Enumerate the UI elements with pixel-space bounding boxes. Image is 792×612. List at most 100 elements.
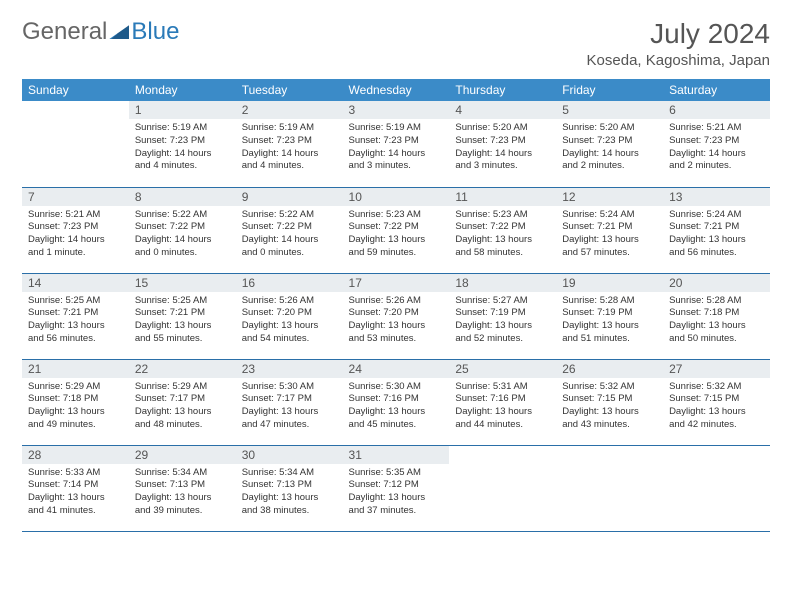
calendar-day-cell: 9Sunrise: 5:22 AMSunset: 7:22 PMDaylight… bbox=[236, 187, 343, 273]
logo-text-1: General bbox=[22, 18, 107, 46]
calendar-day-cell: 26Sunrise: 5:32 AMSunset: 7:15 PMDayligh… bbox=[556, 359, 663, 445]
day-info-line: Sunrise: 5:31 AM bbox=[455, 381, 550, 394]
day-number: 30 bbox=[236, 446, 343, 464]
day-body: Sunrise: 5:27 AMSunset: 7:19 PMDaylight:… bbox=[449, 292, 556, 350]
calendar-day-cell: 3Sunrise: 5:19 AMSunset: 7:23 PMDaylight… bbox=[343, 101, 450, 187]
day-info-line: Sunrise: 5:29 AM bbox=[28, 381, 123, 394]
day-info-line: Daylight: 14 hours and 2 minutes. bbox=[562, 148, 657, 174]
day-number: 28 bbox=[22, 446, 129, 464]
calendar-day-cell: 23Sunrise: 5:30 AMSunset: 7:17 PMDayligh… bbox=[236, 359, 343, 445]
day-info-line: Sunrise: 5:26 AM bbox=[242, 295, 337, 308]
day-info-line: Sunset: 7:12 PM bbox=[349, 479, 444, 492]
day-info-line: Sunset: 7:20 PM bbox=[349, 307, 444, 320]
day-body: Sunrise: 5:25 AMSunset: 7:21 PMDaylight:… bbox=[129, 292, 236, 350]
day-info-line: Sunset: 7:18 PM bbox=[669, 307, 764, 320]
day-body: Sunrise: 5:26 AMSunset: 7:20 PMDaylight:… bbox=[343, 292, 450, 350]
day-body: Sunrise: 5:26 AMSunset: 7:20 PMDaylight:… bbox=[236, 292, 343, 350]
day-info-line: Sunrise: 5:29 AM bbox=[135, 381, 230, 394]
day-info-line: Sunset: 7:22 PM bbox=[349, 221, 444, 234]
calendar-day-cell: 4Sunrise: 5:20 AMSunset: 7:23 PMDaylight… bbox=[449, 101, 556, 187]
day-body: Sunrise: 5:24 AMSunset: 7:21 PMDaylight:… bbox=[663, 206, 770, 264]
weekday-header-row: Sunday Monday Tuesday Wednesday Thursday… bbox=[22, 79, 770, 101]
day-body: Sunrise: 5:24 AMSunset: 7:21 PMDaylight:… bbox=[556, 206, 663, 264]
calendar-week-row: 7Sunrise: 5:21 AMSunset: 7:23 PMDaylight… bbox=[22, 187, 770, 273]
day-number: 15 bbox=[129, 274, 236, 292]
logo-text-2: Blue bbox=[131, 18, 179, 46]
day-info-line: Daylight: 14 hours and 3 minutes. bbox=[349, 148, 444, 174]
day-info-line: Daylight: 13 hours and 44 minutes. bbox=[455, 406, 550, 432]
day-info-line: Sunrise: 5:25 AM bbox=[135, 295, 230, 308]
day-info-line: Daylight: 13 hours and 56 minutes. bbox=[669, 234, 764, 260]
day-info-line: Daylight: 13 hours and 50 minutes. bbox=[669, 320, 764, 346]
day-info-line: Sunset: 7:23 PM bbox=[669, 135, 764, 148]
logo: General Blue bbox=[22, 18, 179, 46]
day-body bbox=[556, 450, 663, 457]
month-title: July 2024 bbox=[587, 18, 770, 50]
day-body: Sunrise: 5:21 AMSunset: 7:23 PMDaylight:… bbox=[663, 119, 770, 177]
day-info-line: Daylight: 13 hours and 58 minutes. bbox=[455, 234, 550, 260]
day-body: Sunrise: 5:34 AMSunset: 7:13 PMDaylight:… bbox=[236, 464, 343, 522]
day-info-line: Daylight: 14 hours and 4 minutes. bbox=[242, 148, 337, 174]
calendar-day-cell: 21Sunrise: 5:29 AMSunset: 7:18 PMDayligh… bbox=[22, 359, 129, 445]
calendar-day-cell: 22Sunrise: 5:29 AMSunset: 7:17 PMDayligh… bbox=[129, 359, 236, 445]
calendar-day-cell: 18Sunrise: 5:27 AMSunset: 7:19 PMDayligh… bbox=[449, 273, 556, 359]
day-info-line: Sunrise: 5:22 AM bbox=[242, 209, 337, 222]
day-info-line: Sunset: 7:13 PM bbox=[135, 479, 230, 492]
day-info-line: Sunset: 7:20 PM bbox=[242, 307, 337, 320]
day-info-line: Daylight: 13 hours and 54 minutes. bbox=[242, 320, 337, 346]
weekday-header: Saturday bbox=[663, 79, 770, 101]
calendar-day-cell: 5Sunrise: 5:20 AMSunset: 7:23 PMDaylight… bbox=[556, 101, 663, 187]
day-body: Sunrise: 5:28 AMSunset: 7:18 PMDaylight:… bbox=[663, 292, 770, 350]
day-number: 17 bbox=[343, 274, 450, 292]
day-body: Sunrise: 5:35 AMSunset: 7:12 PMDaylight:… bbox=[343, 464, 450, 522]
day-body: Sunrise: 5:20 AMSunset: 7:23 PMDaylight:… bbox=[449, 119, 556, 177]
calendar-day-cell: 2Sunrise: 5:19 AMSunset: 7:23 PMDaylight… bbox=[236, 101, 343, 187]
day-info-line: Daylight: 13 hours and 59 minutes. bbox=[349, 234, 444, 260]
day-info-line: Daylight: 13 hours and 53 minutes. bbox=[349, 320, 444, 346]
weekday-header: Wednesday bbox=[343, 79, 450, 101]
logo-triangle-icon bbox=[109, 25, 129, 39]
day-info-line: Sunset: 7:15 PM bbox=[562, 393, 657, 406]
calendar-day-cell: 29Sunrise: 5:34 AMSunset: 7:13 PMDayligh… bbox=[129, 445, 236, 531]
day-body: Sunrise: 5:29 AMSunset: 7:18 PMDaylight:… bbox=[22, 378, 129, 436]
day-number: 14 bbox=[22, 274, 129, 292]
title-block: July 2024 Koseda, Kagoshima, Japan bbox=[587, 18, 770, 69]
day-number: 18 bbox=[449, 274, 556, 292]
calendar-day-cell: 27Sunrise: 5:32 AMSunset: 7:15 PMDayligh… bbox=[663, 359, 770, 445]
day-info-line: Sunset: 7:22 PM bbox=[135, 221, 230, 234]
weekday-header: Sunday bbox=[22, 79, 129, 101]
calendar-day-cell: 20Sunrise: 5:28 AMSunset: 7:18 PMDayligh… bbox=[663, 273, 770, 359]
day-number: 31 bbox=[343, 446, 450, 464]
day-info-line: Sunset: 7:23 PM bbox=[28, 221, 123, 234]
day-info-line: Daylight: 14 hours and 2 minutes. bbox=[669, 148, 764, 174]
day-info-line: Daylight: 13 hours and 52 minutes. bbox=[455, 320, 550, 346]
day-info-line: Sunset: 7:14 PM bbox=[28, 479, 123, 492]
day-body: Sunrise: 5:32 AMSunset: 7:15 PMDaylight:… bbox=[663, 378, 770, 436]
location-text: Koseda, Kagoshima, Japan bbox=[587, 52, 770, 69]
day-info-line: Sunset: 7:22 PM bbox=[455, 221, 550, 234]
day-number: 5 bbox=[556, 101, 663, 119]
day-info-line: Sunrise: 5:23 AM bbox=[349, 209, 444, 222]
day-info-line: Daylight: 13 hours and 43 minutes. bbox=[562, 406, 657, 432]
day-number: 25 bbox=[449, 360, 556, 378]
calendar-day-cell: 12Sunrise: 5:24 AMSunset: 7:21 PMDayligh… bbox=[556, 187, 663, 273]
day-number: 11 bbox=[449, 188, 556, 206]
calendar-day-cell bbox=[449, 445, 556, 531]
calendar-day-cell: 11Sunrise: 5:23 AMSunset: 7:22 PMDayligh… bbox=[449, 187, 556, 273]
day-info-line: Sunrise: 5:28 AM bbox=[669, 295, 764, 308]
calendar-week-row: 1Sunrise: 5:19 AMSunset: 7:23 PMDaylight… bbox=[22, 101, 770, 187]
day-number: 22 bbox=[129, 360, 236, 378]
day-info-line: Sunset: 7:16 PM bbox=[455, 393, 550, 406]
day-body: Sunrise: 5:22 AMSunset: 7:22 PMDaylight:… bbox=[236, 206, 343, 264]
calendar-week-row: 21Sunrise: 5:29 AMSunset: 7:18 PMDayligh… bbox=[22, 359, 770, 445]
day-number: 6 bbox=[663, 101, 770, 119]
day-number: 29 bbox=[129, 446, 236, 464]
day-info-line: Sunrise: 5:20 AM bbox=[455, 122, 550, 135]
day-body: Sunrise: 5:23 AMSunset: 7:22 PMDaylight:… bbox=[343, 206, 450, 264]
calendar-table: Sunday Monday Tuesday Wednesday Thursday… bbox=[22, 79, 770, 532]
day-info-line: Daylight: 13 hours and 37 minutes. bbox=[349, 492, 444, 518]
day-info-line: Sunrise: 5:21 AM bbox=[28, 209, 123, 222]
weekday-header: Friday bbox=[556, 79, 663, 101]
day-number: 13 bbox=[663, 188, 770, 206]
day-info-line: Sunrise: 5:28 AM bbox=[562, 295, 657, 308]
